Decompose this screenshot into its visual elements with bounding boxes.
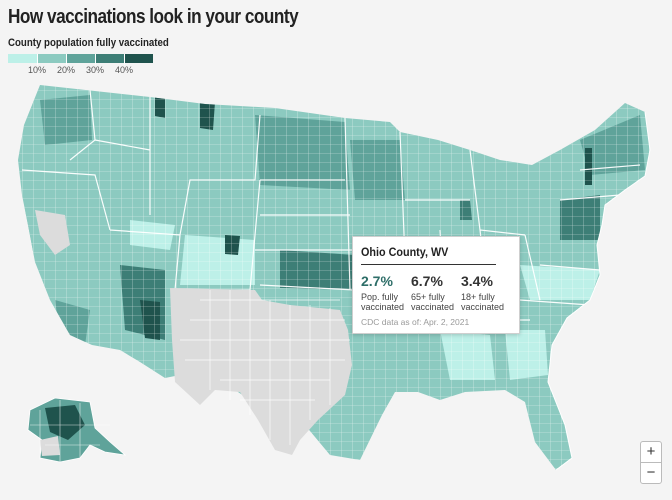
stat-value: 6.7% <box>411 273 443 289</box>
zoom-in-button[interactable]: + <box>640 441 662 463</box>
stat-65-plus-fully-vaccinated: 6.7% 65+ fully vaccinated <box>411 273 461 313</box>
legend-swatch-1 <box>8 54 37 63</box>
tooltip-county-name: Ohio County, WV <box>361 245 496 265</box>
no-data-region <box>35 210 70 255</box>
stat-label: Pop. fully vaccinated <box>361 292 405 312</box>
legend: County population fully vaccinated 10% 2… <box>8 37 191 79</box>
legend-tick: 30% <box>85 65 105 75</box>
legend-swatch-5 <box>124 54 153 63</box>
legend-ticks: 10% 20% 30% 40% <box>8 54 191 79</box>
texas-no-data-region <box>170 288 352 455</box>
legend-swatch-2 <box>37 54 66 63</box>
stat-label: 18+ fully vaccinated <box>461 292 505 312</box>
stat-value: 3.4% <box>461 273 493 289</box>
data-source-note: CDC data as of: Apr. 2, 2021 <box>361 317 470 327</box>
stat-value: 2.7% <box>361 273 393 289</box>
county-tooltip: Ohio County, WV 2.7% Pop. fully vaccinate… <box>352 236 520 334</box>
page-title: How vaccinations look in your county <box>8 6 299 28</box>
alaska[interactable] <box>27 397 127 463</box>
tooltip-stats: 2.7% Pop. fully vaccinated 6.7% 65+ fully… <box>361 273 511 313</box>
stat-pop-fully-vaccinated: 2.7% Pop. fully vaccinated <box>361 273 411 313</box>
legend-tick: 20% <box>56 65 76 75</box>
stat-18-plus-fully-vaccinated: 3.4% 18+ fully vaccinated <box>461 273 511 313</box>
legend-swatch-4 <box>95 54 124 63</box>
coastline <box>547 111 651 471</box>
legend-tick: 40% <box>114 65 134 75</box>
legend-tick: 10% <box>27 65 47 75</box>
legend-title: County population fully vaccinated <box>8 37 169 49</box>
legend-color-bar <box>8 54 191 63</box>
zoom-out-button[interactable]: − <box>640 462 662 484</box>
legend-swatch-3 <box>66 54 95 63</box>
stat-label: 65+ fully vaccinated <box>411 292 455 312</box>
